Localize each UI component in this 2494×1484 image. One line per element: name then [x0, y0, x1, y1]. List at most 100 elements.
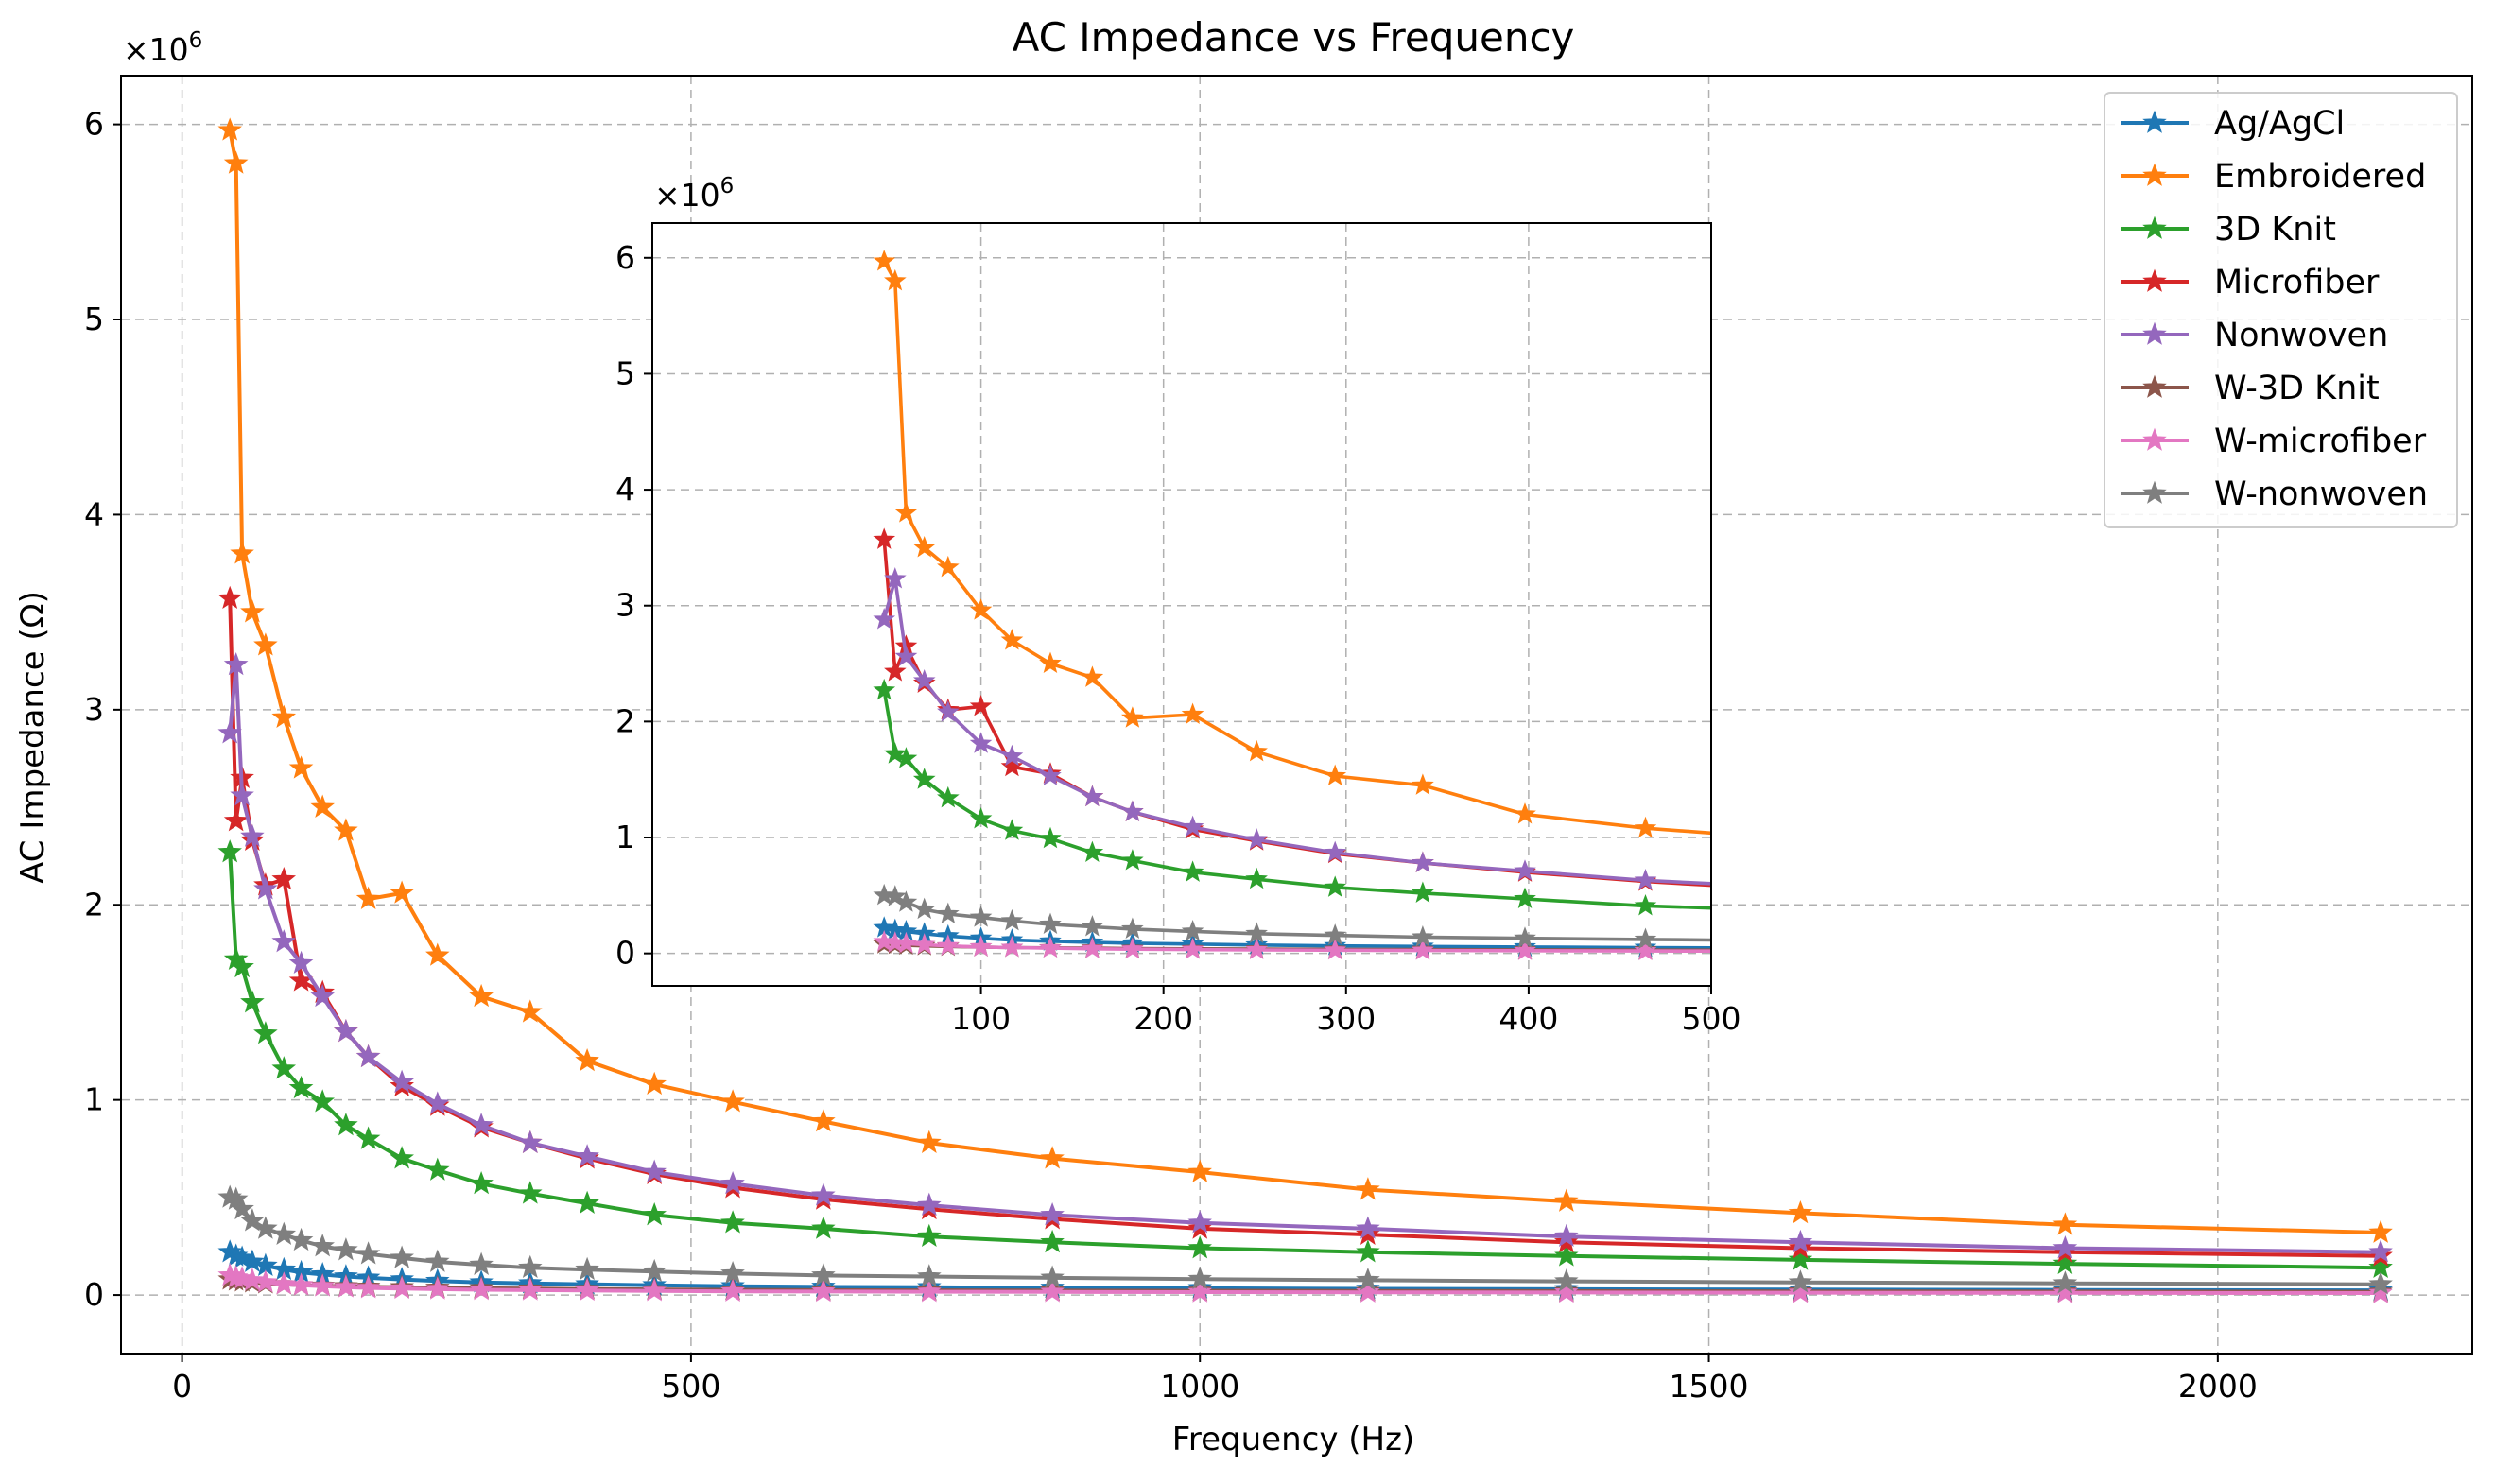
main-data-point	[253, 632, 278, 656]
main-data-point	[288, 1272, 314, 1296]
main-data-point	[271, 704, 297, 728]
inset-series-w-microfiber	[873, 929, 1711, 961]
legend-label: W-nonwoven	[2214, 475, 2428, 513]
inset-data-point	[1181, 815, 1204, 837]
main-data-point	[230, 1245, 254, 1268]
legend-item: W-3D Knit	[2121, 370, 2380, 407]
main-y-tick-label: 2	[84, 886, 104, 923]
main-data-point	[217, 1239, 242, 1263]
main-data-point	[310, 1273, 335, 1297]
main-data-point	[917, 1264, 942, 1287]
legend-marker	[2142, 268, 2167, 292]
legend-label: W-3D Knit	[2214, 370, 2380, 407]
legend-marker	[2142, 110, 2167, 133]
main-data-point	[240, 1208, 265, 1232]
main-plot-frame	[120, 75, 2473, 1355]
main-data-point	[1554, 1188, 1579, 1212]
main-data-point	[334, 1018, 358, 1043]
inset-y-tick-label: 4	[615, 471, 635, 508]
inset-data-point	[912, 535, 936, 558]
inset-background	[652, 223, 1711, 986]
inset-data-point	[1324, 840, 1347, 863]
main-data-point	[334, 1237, 358, 1261]
inset-data-point	[1000, 819, 1024, 840]
inset-data-point	[884, 268, 907, 291]
main-data-point	[1187, 1210, 1212, 1234]
main-data-point	[390, 1146, 414, 1169]
inset-x-tick-label: 300	[1316, 1000, 1376, 1037]
inset-series-nonwoven	[873, 567, 1711, 890]
inset-data-point	[969, 935, 993, 957]
inset-data-point	[1412, 925, 1434, 947]
inset-data-point	[1081, 785, 1104, 807]
inset-data-point	[1514, 802, 1536, 824]
inset-data-point	[937, 555, 960, 578]
main-data-point	[469, 1113, 494, 1136]
main-data-point	[811, 1278, 836, 1303]
inset-data-point	[969, 732, 993, 753]
legend-label: 3D Knit	[2214, 211, 2336, 249]
legend-item: Nonwoven	[2121, 317, 2388, 354]
inset-axis-ticks: 100 200 300 400 500 0 1 2 3 4 5 6	[615, 239, 1741, 1037]
main-data-point	[2368, 1239, 2393, 1263]
inset-data-point	[1324, 938, 1347, 960]
main-data-point	[390, 1275, 414, 1300]
inset-data-point	[1121, 706, 1144, 728]
inset-y-multiplier: ×106	[654, 174, 734, 214]
main-data-point	[2052, 1270, 2078, 1294]
main-data-point	[1356, 1279, 1380, 1303]
inset-data-point	[1121, 937, 1144, 959]
main-data-point	[2052, 1280, 2078, 1303]
main-data-point	[917, 1279, 942, 1303]
legend-marker	[2142, 163, 2167, 186]
inset-data-point	[1634, 939, 1657, 961]
main-data-point	[642, 1159, 667, 1182]
main-data-point	[355, 886, 381, 909]
inset-data-point	[1121, 849, 1144, 871]
inset-series-3d-knit	[873, 678, 1711, 916]
main-data-point	[425, 1276, 450, 1300]
inset-x-tick-label: 100	[951, 1000, 1011, 1037]
inset-data-point	[969, 694, 993, 716]
inset-data-point	[912, 897, 936, 920]
main-data-point	[1554, 1223, 1579, 1248]
legend-marker	[2142, 480, 2167, 504]
main-data-point	[230, 954, 254, 978]
main-data-point	[240, 1268, 265, 1291]
inset-data-point	[912, 768, 936, 789]
main-data-point	[240, 990, 265, 1013]
inset-data-point	[1634, 868, 1657, 890]
inset-data-point	[894, 747, 918, 768]
main-x-tick-label: 0	[172, 1368, 192, 1405]
inset-data-point	[937, 700, 960, 722]
main-data-point	[1040, 1146, 1065, 1169]
main-data-point	[230, 783, 254, 806]
inset-data-point	[1634, 816, 1657, 838]
inset-data-point	[1000, 744, 1024, 767]
main-data-point	[720, 1089, 745, 1113]
inset-data-point	[1412, 881, 1434, 903]
inset-data-point	[1245, 922, 1268, 943]
inset-data-point	[1000, 629, 1024, 650]
main-data-point	[2368, 1280, 2393, 1303]
main-data-point	[390, 1069, 414, 1093]
inset-x-tick-label: 200	[1134, 1000, 1193, 1037]
main-data-point	[1788, 1280, 1813, 1303]
inset-x-tick-label: 500	[1682, 1000, 1741, 1037]
inset-data-point	[1412, 773, 1434, 795]
main-data-point	[469, 1251, 494, 1275]
inset-y-tick-label: 2	[615, 702, 635, 739]
main-data-point	[334, 1113, 358, 1136]
main-data-point	[288, 1227, 314, 1251]
main-data-point	[1040, 1265, 1065, 1288]
main-data-point	[469, 1277, 494, 1301]
main-x-tick-label: 2000	[2178, 1368, 2258, 1405]
main-data-point	[271, 929, 297, 953]
y-axis-label: AC Impedance (Ω)	[14, 591, 52, 884]
main-data-point	[1040, 1201, 1065, 1226]
inset-data-point	[1039, 826, 1062, 849]
main-x-tick-label: 1000	[1160, 1368, 1239, 1405]
main-data-point	[390, 1245, 414, 1268]
